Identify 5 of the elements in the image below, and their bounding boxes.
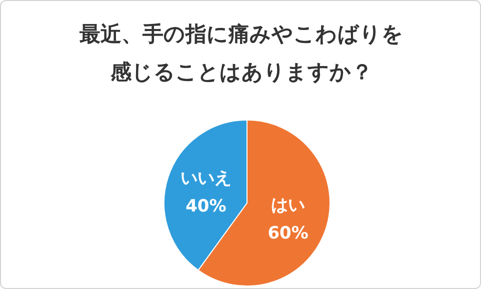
slice-label: はい — [271, 195, 306, 216]
data-label: 60% — [268, 223, 308, 244]
slice-label: いいえ — [180, 168, 232, 189]
chart-title: 最近、手の指に痛みやこわばりを感じることはありますか？ — [79, 21, 404, 86]
data-label: 40% — [186, 196, 226, 217]
